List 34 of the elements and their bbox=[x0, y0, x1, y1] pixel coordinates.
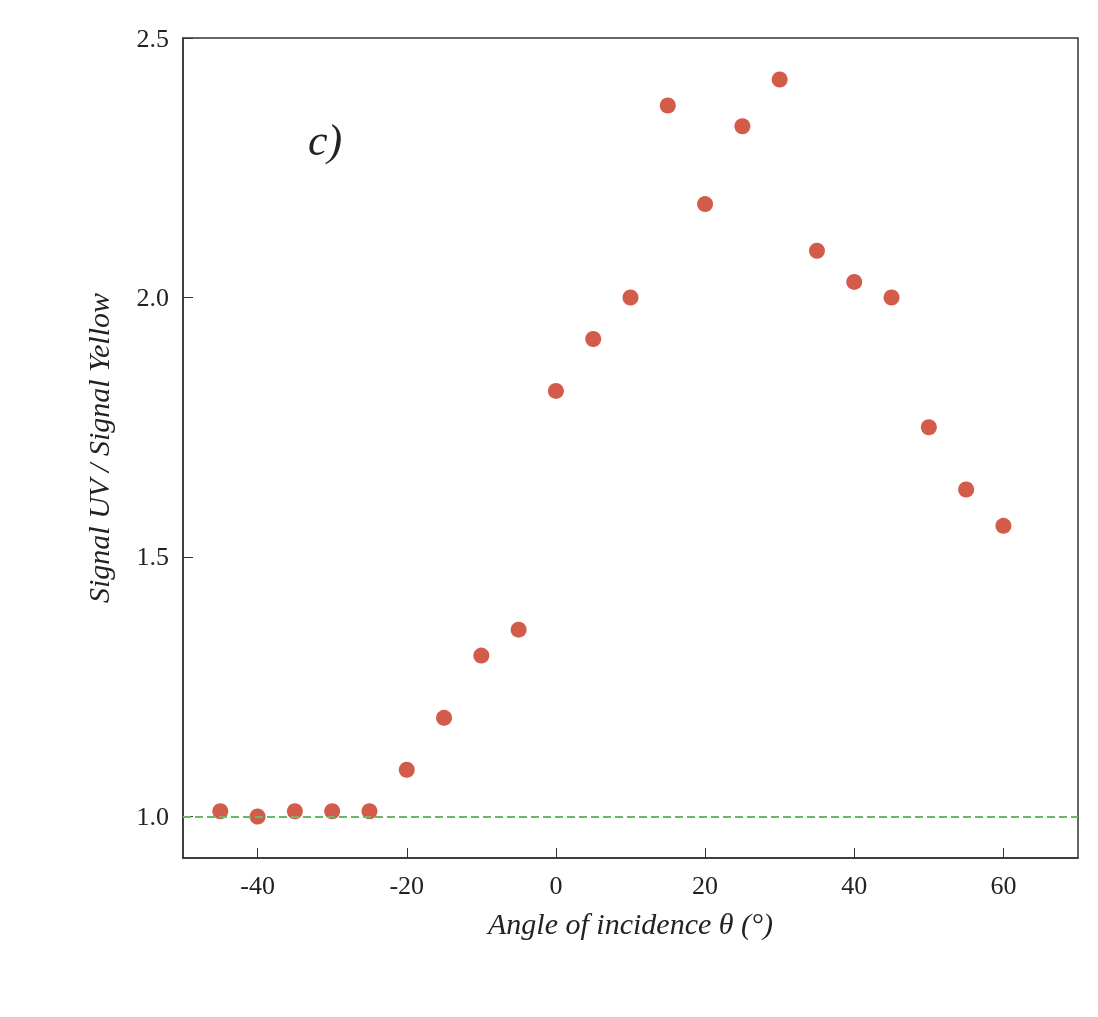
point bbox=[398, 761, 415, 778]
y-tick-label: 2.5 bbox=[136, 23, 169, 53]
point bbox=[286, 803, 303, 820]
point bbox=[510, 621, 527, 638]
point bbox=[473, 647, 490, 664]
y-tick-label: 2.0 bbox=[136, 282, 169, 312]
x-tick-label: 0 bbox=[549, 870, 563, 900]
point bbox=[436, 709, 453, 726]
point bbox=[212, 803, 229, 820]
point bbox=[808, 242, 825, 259]
point bbox=[920, 419, 937, 436]
annotation: c) bbox=[308, 115, 343, 165]
point bbox=[659, 97, 676, 114]
x-tick-label: -40 bbox=[240, 870, 275, 900]
point bbox=[547, 382, 564, 399]
point bbox=[771, 71, 788, 88]
point bbox=[324, 803, 341, 820]
point bbox=[734, 118, 751, 135]
point bbox=[846, 273, 863, 290]
x-tick-label: 60 bbox=[990, 870, 1017, 900]
y-tick-label: 1.5 bbox=[136, 542, 169, 572]
point bbox=[995, 517, 1012, 534]
x-axis-title: Angle of incidence θ (°) bbox=[486, 906, 773, 941]
y-axis-title: Signal UV / Signal Yellow bbox=[81, 292, 115, 604]
point bbox=[697, 196, 714, 213]
x-tick-label: -20 bbox=[389, 870, 425, 900]
point bbox=[622, 289, 639, 306]
x-tick-label: 20 bbox=[692, 870, 719, 900]
y-tick-label: 1.0 bbox=[136, 801, 169, 831]
point bbox=[883, 289, 900, 306]
point bbox=[958, 481, 975, 498]
point bbox=[361, 803, 378, 820]
point bbox=[585, 331, 602, 348]
x-tick-label: 40 bbox=[841, 870, 868, 900]
